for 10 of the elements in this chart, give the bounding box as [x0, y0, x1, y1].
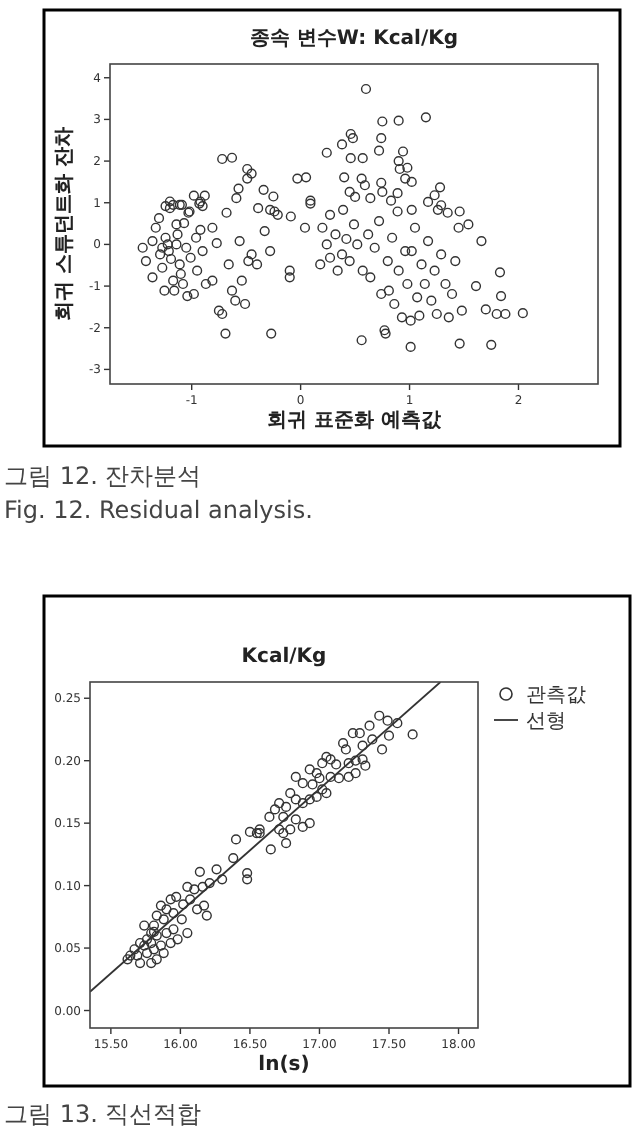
legend-label: 관측값: [526, 685, 586, 707]
caption: 그림 13. 직선적합: [4, 1100, 202, 1128]
chart-title: 종속 변수W: Kcal/Kg: [249, 28, 459, 50]
chart-title: Kcal/Kg: [241, 646, 327, 668]
caption: Fig. 12. Residual analysis.: [4, 496, 313, 524]
caption: 그림 12. 잔차분석: [4, 462, 202, 490]
x-axis-title: ln(s): [258, 1054, 310, 1076]
y-axis-title: 회귀 스튜던트화 잔차: [54, 127, 76, 321]
legend-label: 선형: [526, 711, 566, 733]
x-axis-title: 회귀 표준화 예측값: [267, 410, 443, 432]
